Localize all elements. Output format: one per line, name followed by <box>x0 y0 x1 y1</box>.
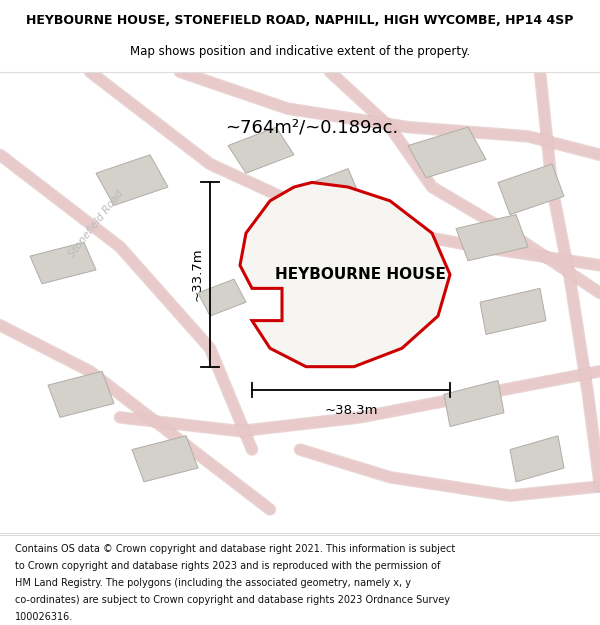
Polygon shape <box>480 288 546 334</box>
Polygon shape <box>498 164 564 214</box>
Polygon shape <box>48 371 114 418</box>
Text: to Crown copyright and database rights 2023 and is reproduced with the permissio: to Crown copyright and database rights 2… <box>15 561 440 571</box>
Text: HEYBOURNE HOUSE: HEYBOURNE HOUSE <box>275 267 445 282</box>
Polygon shape <box>198 279 246 316</box>
Text: ~38.3m: ~38.3m <box>324 404 378 416</box>
Text: 100026316.: 100026316. <box>15 612 73 622</box>
Text: HM Land Registry. The polygons (including the associated geometry, namely x, y: HM Land Registry. The polygons (includin… <box>15 578 411 588</box>
Polygon shape <box>228 127 294 173</box>
Polygon shape <box>132 436 198 482</box>
Text: HEYBOURNE HOUSE, STONEFIELD ROAD, NAPHILL, HIGH WYCOMBE, HP14 4SP: HEYBOURNE HOUSE, STONEFIELD ROAD, NAPHIL… <box>26 14 574 27</box>
Text: Contains OS data © Crown copyright and database right 2021. This information is : Contains OS data © Crown copyright and d… <box>15 544 455 554</box>
Polygon shape <box>456 214 528 261</box>
Text: ~764m²/~0.189ac.: ~764m²/~0.189ac. <box>226 118 398 136</box>
Polygon shape <box>240 182 450 367</box>
Text: co-ordinates) are subject to Crown copyright and database rights 2023 Ordnance S: co-ordinates) are subject to Crown copyr… <box>15 595 450 605</box>
Polygon shape <box>444 381 504 426</box>
Polygon shape <box>30 242 96 284</box>
Text: ~33.7m: ~33.7m <box>191 248 204 301</box>
Text: Stonefield Road: Stonefield Road <box>67 188 125 259</box>
Polygon shape <box>408 127 486 178</box>
Polygon shape <box>510 436 564 482</box>
Polygon shape <box>96 155 168 206</box>
Text: Map shows position and indicative extent of the property.: Map shows position and indicative extent… <box>130 45 470 58</box>
Polygon shape <box>312 169 360 210</box>
